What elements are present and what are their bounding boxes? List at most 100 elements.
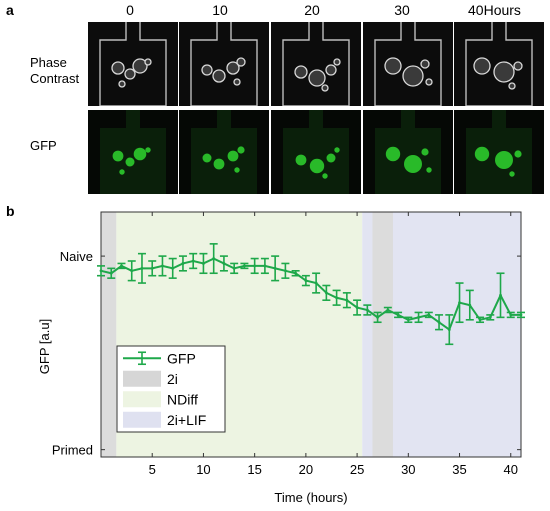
colony <box>473 57 491 75</box>
data-point <box>417 315 420 319</box>
gfp-colony <box>133 147 147 161</box>
colony <box>508 82 516 90</box>
colony <box>132 58 148 74</box>
data-point <box>304 279 308 282</box>
colony <box>333 58 341 66</box>
data-point <box>120 264 123 268</box>
data-point <box>355 306 359 309</box>
row-label-phase-line2: Contrast <box>30 71 80 86</box>
data-point <box>458 301 461 305</box>
background-region-2i <box>372 212 393 457</box>
x-tick-label: 30 <box>401 462 415 477</box>
data-point <box>447 328 451 331</box>
row-label-phase-contrast: Phase Contrast <box>30 55 79 87</box>
data-point <box>396 313 400 317</box>
chamber-region <box>375 110 441 194</box>
data-point <box>427 313 431 317</box>
x-axis-label: Time (hours) <box>274 490 347 505</box>
gfp-image-10 <box>179 110 269 194</box>
gfp-colony <box>234 167 240 173</box>
data-point <box>191 259 195 263</box>
time-unit-label: Hours <box>483 2 521 18</box>
time-label-0: 0 <box>126 2 134 18</box>
gfp-time-course-chart: 5 10 15 20 25 30 35 40 Primed Naive Time (hours) GF… <box>37 211 525 505</box>
plot-frame <box>100 211 522 458</box>
data-point <box>253 264 257 268</box>
data-point <box>437 320 441 324</box>
colony <box>384 57 402 75</box>
data-point <box>376 315 379 319</box>
data-point <box>324 291 328 295</box>
gfp-colony <box>125 157 135 167</box>
data-point <box>314 281 318 285</box>
panel-a-letter: a <box>6 2 14 18</box>
background-region-2i <box>101 212 117 457</box>
time-label-20: 20 <box>304 2 320 18</box>
colony <box>420 59 430 69</box>
legend-swatch-patch <box>123 411 161 428</box>
panel-b-letter: b <box>6 203 15 219</box>
data-point <box>263 264 267 268</box>
colony <box>294 65 308 79</box>
time-label-10: 10 <box>212 2 228 18</box>
time-label-30: 30 <box>394 2 410 18</box>
data-point <box>202 262 205 265</box>
gfp-colony <box>112 150 124 162</box>
colony <box>144 58 152 66</box>
x-tick-label: 20 <box>299 462 313 477</box>
phase-contrast-image-10 <box>179 22 269 106</box>
data-point <box>386 308 390 312</box>
x-tick-label: 25 <box>350 462 364 477</box>
data-point <box>99 269 103 273</box>
gfp-colony <box>514 150 522 158</box>
data-point <box>509 313 513 317</box>
gfp-colony <box>474 146 490 162</box>
data-point <box>130 269 134 273</box>
chamber-region <box>191 110 257 194</box>
x-tick-label: 10 <box>196 462 210 477</box>
data-point <box>499 293 502 297</box>
gfp-image-20 <box>271 110 361 194</box>
colony <box>308 69 326 87</box>
time-label-40: 40Hours <box>468 2 521 18</box>
y-tick-label: Naive <box>60 249 93 264</box>
data-point <box>140 266 144 270</box>
data-point <box>109 271 113 275</box>
gfp-colony <box>202 153 212 163</box>
chamber-region <box>466 110 532 194</box>
chamber-outline <box>282 22 350 106</box>
colony <box>212 69 226 83</box>
gfp-image-0 <box>88 110 178 194</box>
chamber-outline <box>374 22 442 106</box>
colony <box>118 80 126 88</box>
legend-label: 2i <box>167 371 178 387</box>
colony <box>124 68 136 80</box>
data-point <box>406 318 410 322</box>
chamber-outline <box>99 22 167 106</box>
chamber-outline <box>190 22 258 106</box>
x-tick-label: 5 <box>149 462 156 477</box>
x-tick-label: 40 <box>504 462 518 477</box>
legend-label: NDiff <box>167 391 198 407</box>
data-point <box>273 266 277 270</box>
data-point <box>181 262 185 265</box>
colony <box>201 64 213 76</box>
data-point <box>232 266 236 270</box>
series-line-gfp <box>100 257 521 332</box>
gfp-colony <box>509 171 515 177</box>
data-point <box>222 262 226 265</box>
data-point <box>478 318 482 322</box>
data-point <box>345 298 349 302</box>
gfp-colony <box>334 147 340 153</box>
colony <box>325 64 337 76</box>
chamber-region <box>100 110 166 194</box>
gfp-colony <box>404 155 422 173</box>
phase-contrast-image-30 <box>363 22 453 106</box>
phase-contrast-image-40 <box>454 22 544 106</box>
row-label-gfp: GFP <box>30 138 57 153</box>
data-point <box>283 269 287 273</box>
data-point <box>468 303 472 307</box>
gfp-colony <box>495 151 513 169</box>
colony <box>513 61 523 71</box>
gfp-colony <box>385 146 401 162</box>
